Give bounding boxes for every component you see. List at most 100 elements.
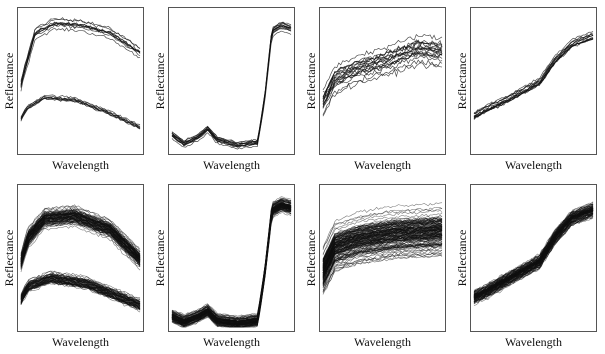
series-line-0-110 (171, 203, 292, 324)
series-line-0-101 (171, 212, 292, 328)
plot-frame (319, 7, 446, 155)
series-line-0-7 (20, 21, 141, 85)
series-line-0-133 (322, 227, 443, 270)
series-line-0-16 (20, 225, 141, 273)
series-line-0-86 (20, 215, 141, 264)
series-line-0-39 (171, 206, 292, 326)
series-line-0-5 (322, 52, 443, 108)
y-axis-label: Reflectance (153, 229, 167, 287)
series-line-1-2 (20, 94, 141, 125)
series-line-0-70 (171, 204, 292, 326)
series-line-0-28 (171, 203, 292, 322)
series-line-0-80 (171, 206, 292, 326)
y-axis-label: Reflectance (2, 52, 16, 110)
y-axis-label: Reflectance (153, 52, 167, 110)
plot-area (322, 202, 443, 295)
series-line-0-92 (171, 209, 292, 327)
series-line-0-77 (171, 205, 292, 325)
plot-area (20, 204, 141, 313)
series-line-0-0 (171, 22, 292, 145)
series-line-0-22 (171, 203, 292, 325)
series-line-0-135 (322, 224, 443, 268)
series-line-0-56 (171, 205, 292, 326)
series-line-0-99 (171, 205, 292, 326)
series-line-0-12 (322, 47, 443, 100)
series-line-0-117 (171, 202, 292, 325)
series-line-0-17 (171, 202, 292, 322)
series-line-0-19 (171, 205, 292, 325)
series-line-0-61 (171, 207, 292, 327)
series-line-0-41 (171, 206, 292, 326)
series-line-0-105 (473, 209, 594, 298)
series-line-0-78 (171, 205, 292, 324)
chart-panel-top-4: Reflectance Wavelength (453, 0, 604, 177)
series-line-0-112 (171, 203, 292, 326)
series-line-0-107 (473, 211, 594, 302)
series-line-0-108 (171, 206, 292, 323)
series-line-0-79 (171, 201, 292, 320)
series-line-0-93 (171, 204, 292, 325)
series-line-0-20 (171, 210, 292, 328)
series-line-0-11 (171, 206, 292, 325)
series-line-0-19 (322, 39, 443, 99)
series-line-0-30 (171, 200, 292, 323)
series-line-0-66 (171, 204, 292, 326)
series-line-0-10 (171, 204, 292, 324)
series-line-0-40 (171, 205, 292, 325)
series-line-0-37 (171, 203, 292, 323)
series-line-0-85 (20, 216, 141, 264)
series-line-0-44 (20, 219, 141, 267)
series-line-1-42 (20, 275, 141, 305)
series-line-0-7 (171, 206, 292, 326)
y-axis-label: Reflectance (455, 229, 469, 287)
series-line-0-109 (473, 204, 594, 295)
series-line-0-4 (322, 202, 443, 248)
y-axis-label: Reflectance (304, 52, 318, 110)
x-axis-label: Wavelength (353, 335, 411, 349)
series-line-0-8 (20, 24, 141, 88)
series-line-0-98 (171, 204, 292, 325)
plot-frame (319, 184, 446, 332)
series-line-1-30 (20, 270, 141, 300)
series-line-0-5 (171, 22, 292, 144)
plot-frame (17, 7, 144, 155)
series-line-0-9 (171, 204, 292, 323)
series-line-0-54 (171, 204, 292, 326)
series-line-0-146 (322, 230, 443, 274)
plot-area (473, 201, 594, 306)
series-line-0-76 (171, 206, 292, 326)
series-line-0-105 (171, 210, 292, 328)
series-line-0-7 (171, 27, 292, 148)
series-line-0-1 (20, 17, 141, 82)
series-line-0-111 (171, 210, 292, 327)
series-line-0-103 (322, 254, 443, 294)
series-line-0-3 (171, 205, 292, 326)
series-line-0-118 (171, 202, 292, 323)
series-line-0-138 (322, 215, 443, 260)
y-axis-label: Reflectance (304, 229, 318, 287)
series-line-0-96 (473, 217, 594, 303)
series-line-0-3 (473, 201, 594, 291)
series-line-0-93 (322, 246, 443, 289)
x-axis-label: Wavelength (202, 158, 260, 172)
series-line-0-51 (171, 208, 292, 327)
series-line-0-11 (322, 40, 443, 93)
series-line-0-13 (171, 206, 292, 324)
series-line-0-48 (171, 202, 292, 322)
series-line-0-21 (171, 203, 292, 324)
series-line-0-75 (171, 204, 292, 326)
series-line-0-89 (20, 211, 141, 259)
chart-panel-bottom-1: Reflectance Wavelength (0, 177, 151, 354)
series-line-0-27 (171, 200, 292, 322)
series-line-0-109 (322, 209, 443, 256)
series-line-0-60 (171, 209, 292, 328)
series-line-0-83 (171, 202, 292, 324)
series-line-0-46 (171, 201, 292, 323)
series-line-1-56 (20, 274, 141, 303)
series-line-1-59 (20, 281, 141, 310)
series-line-0-55 (171, 209, 292, 328)
series-line-0-91 (171, 207, 292, 325)
plot-area (473, 31, 594, 120)
series-line-0-6 (322, 51, 443, 106)
series-line-0-106 (171, 202, 292, 323)
